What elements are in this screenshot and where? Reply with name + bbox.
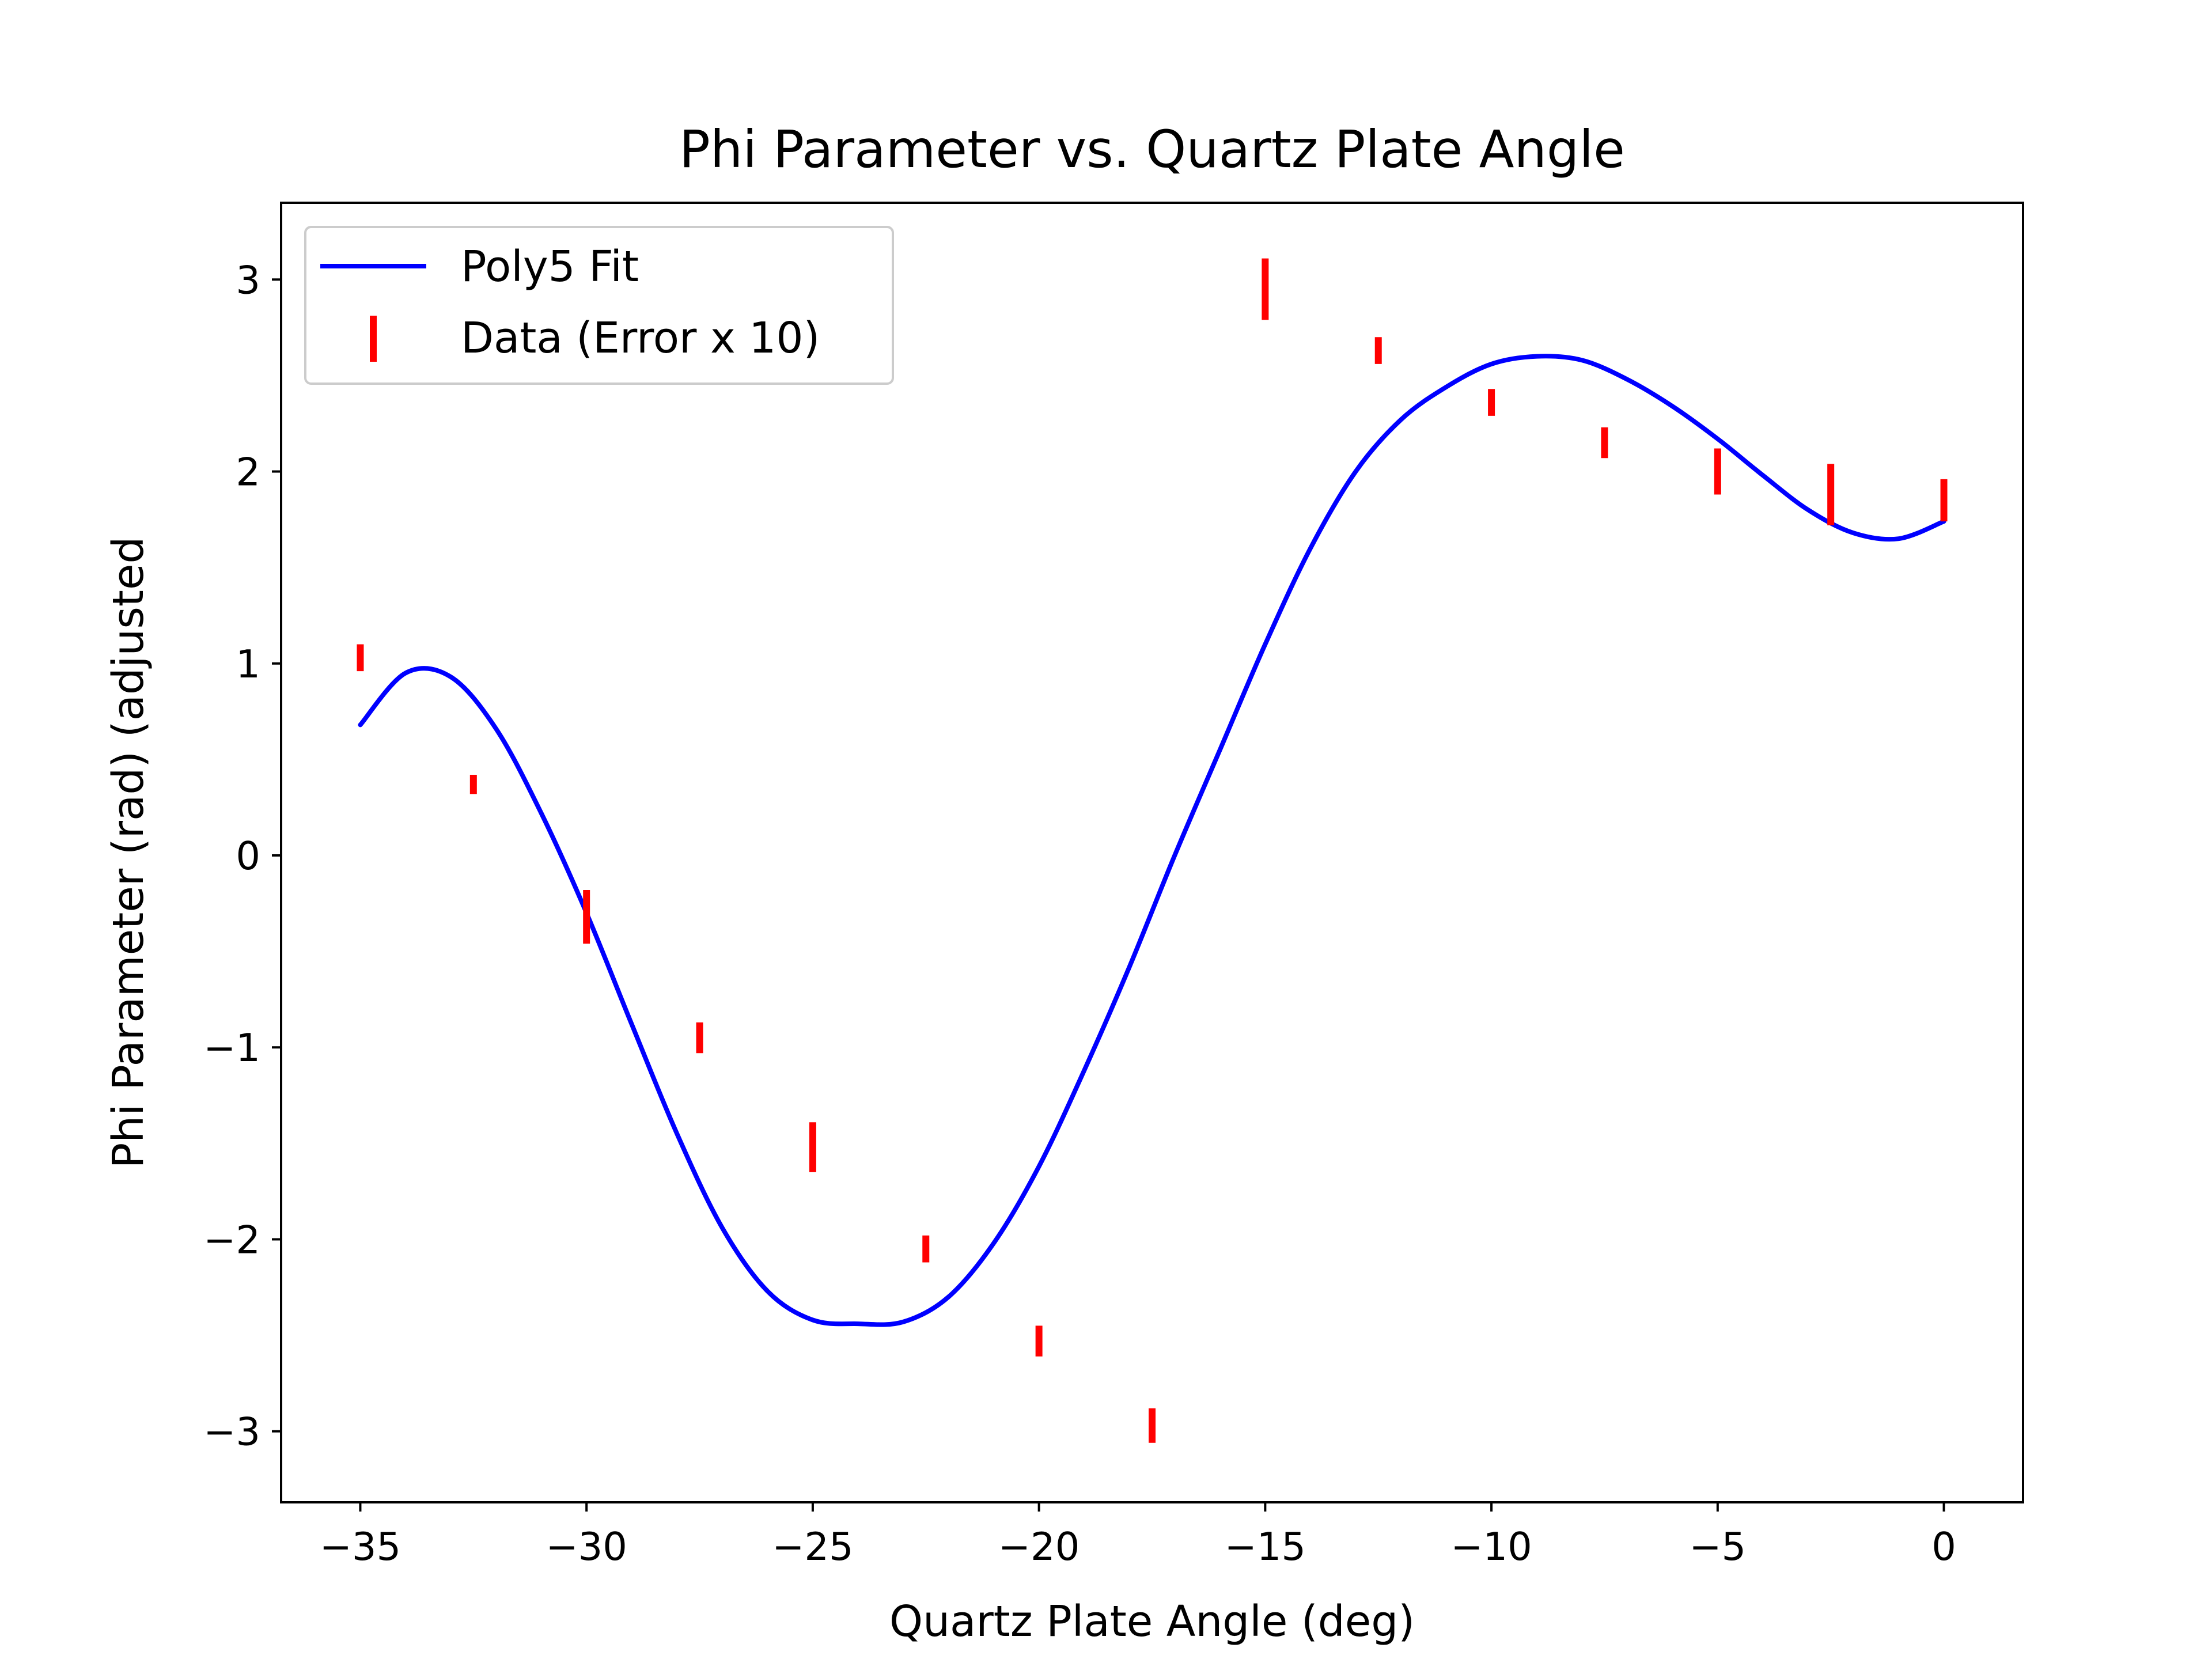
x-axis-ticks: −35 −30 −25 −20 −15 −10 −5 0 — [320, 1502, 1956, 1569]
y-axis-label: Phi Parameter (rad) (adjusted — [104, 537, 153, 1169]
x-axis-label: Quartz Plate Angle (deg) — [889, 1597, 1415, 1646]
x-tick-label: 0 — [1931, 1524, 1956, 1569]
series-layer — [357, 258, 1948, 1443]
legend-frame — [304, 226, 894, 385]
x-tick-label: −5 — [1689, 1524, 1746, 1569]
fit-line — [358, 354, 1946, 1327]
legend-label-fit: Poly5 Fit — [461, 242, 639, 291]
plot-frame — [280, 202, 2024, 1503]
y-axis-ticks: −3 −2 −1 0 1 2 3 — [203, 257, 281, 1455]
y-tick-label: −3 — [203, 1410, 260, 1455]
x-tick-label: −10 — [1450, 1524, 1532, 1569]
y-tick-label: −2 — [203, 1217, 260, 1262]
x-tick-label: −25 — [772, 1524, 853, 1569]
y-tick-label: 3 — [236, 257, 260, 302]
y-tick-label: 2 — [236, 450, 260, 495]
y-tick-label: 1 — [236, 642, 260, 687]
x-tick-label: −30 — [546, 1524, 627, 1569]
chart-title: Phi Parameter vs. Quartz Plate Angle — [679, 119, 1625, 179]
legend-label-data: Data (Error x 10) — [461, 313, 820, 363]
x-tick-label: −15 — [1225, 1524, 1306, 1569]
legend: Poly5 Fit Data (Error x 10) — [304, 226, 894, 385]
y-tick-label: 0 — [236, 834, 260, 878]
y-tick-label: −1 — [203, 1025, 260, 1070]
x-tick-label: −35 — [320, 1524, 401, 1569]
x-tick-label: −20 — [998, 1524, 1080, 1569]
